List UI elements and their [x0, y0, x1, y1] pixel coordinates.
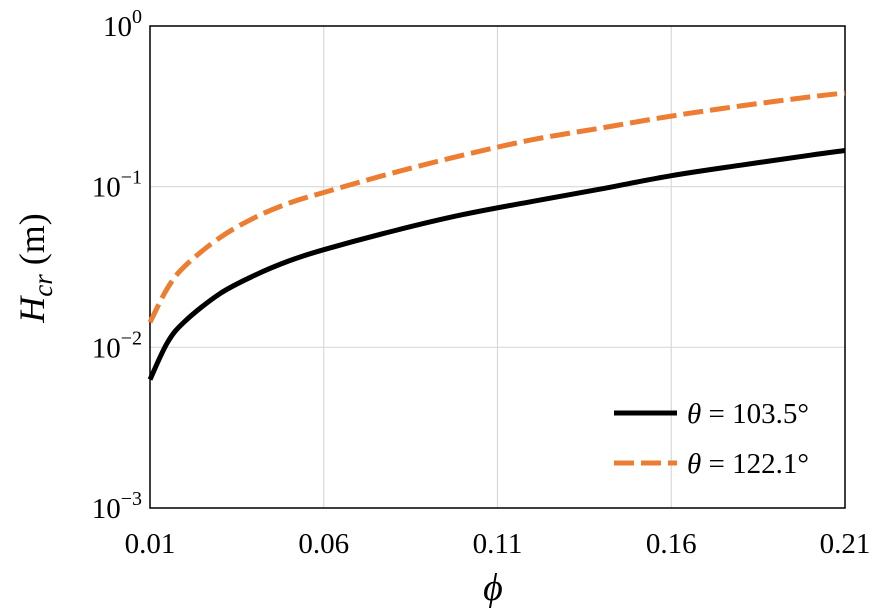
y-tick-label: 10−3: [92, 488, 142, 525]
legend-label-symbol: θ: [687, 398, 701, 430]
y-axis-title-symbol: H: [12, 295, 52, 324]
y-tick-exponent: −3: [121, 488, 142, 510]
y-tick-base: 10: [92, 172, 121, 204]
legend-label-symbol: θ: [687, 448, 701, 480]
legend: θ = 103.5°θ = 122.1°: [614, 398, 809, 480]
y-tick-exponent: −1: [121, 167, 142, 189]
legend-label-value: = 103.5°: [701, 398, 809, 430]
y-tick-label: 10−2: [92, 327, 142, 364]
y-tick-base: 10: [103, 11, 132, 43]
y-tick-base: 10: [92, 332, 121, 364]
legend-label-value: = 122.1°: [701, 448, 809, 480]
x-tick-label: 0.06: [298, 528, 349, 560]
plot-frame: [149, 25, 846, 509]
y-tick-label: 10−1: [92, 167, 142, 204]
y-tick-base: 10: [92, 493, 121, 525]
y-tick-exponent: 0: [132, 6, 142, 28]
x-tick-label: 0.11: [473, 528, 523, 560]
y-tick-exponent: −2: [121, 327, 142, 349]
x-tick-label: 0.16: [646, 528, 697, 560]
y-axis-title-unit: (m): [12, 213, 52, 274]
y-axis-title-subscript: cr: [28, 274, 58, 297]
x-tick-label: 0.21: [820, 528, 871, 560]
y-tick-label: 100: [103, 6, 142, 43]
x-tick-labels: 0.01 0.06 0.11 0.16 0.21: [125, 528, 871, 560]
series-group: [147, 90, 846, 381]
legend-label-2: θ = 122.1°: [687, 448, 809, 480]
x-axis-title: ϕ: [483, 567, 503, 608]
series-line-2: [147, 90, 846, 324]
x-tick-label: 0.01: [125, 528, 176, 560]
legend-label-1: θ = 103.5°: [687, 398, 809, 430]
series-line-1: [147, 148, 846, 381]
y-axis-title: Hcr (m): [12, 213, 58, 323]
grid: [149, 25, 846, 509]
